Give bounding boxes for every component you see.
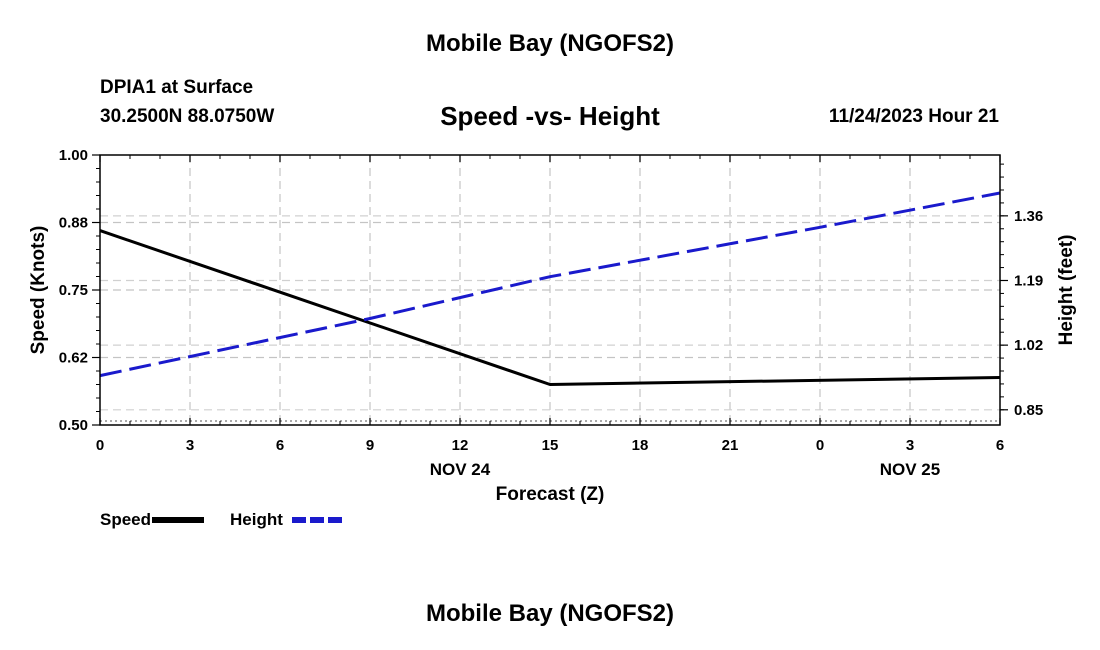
- y-axis-title-right: Height (feet): [1056, 235, 1077, 346]
- x-tick-label: 0: [816, 437, 824, 454]
- series-line-height: [99, 191, 1001, 378]
- date-label: NOV 25: [880, 460, 940, 479]
- x-tick-label: 3: [186, 437, 194, 454]
- series-line-speed: [99, 229, 1001, 386]
- chart-title: Speed -vs- Height: [440, 101, 660, 131]
- date-label: NOV 24: [430, 460, 491, 479]
- x-tick-label: 12: [452, 437, 469, 454]
- y-left-tick-label: 0.88: [59, 215, 88, 232]
- y-left-tick-label: 1.00: [59, 147, 88, 164]
- x-tick-label: 21: [722, 437, 739, 454]
- page-title: Mobile Bay (NGOFS2): [425, 30, 675, 57]
- y-left-tick-label: 0.50: [59, 417, 88, 434]
- x-axis-title: Forecast (Z): [496, 484, 605, 505]
- legend-label-speed: Speed: [100, 510, 151, 529]
- x-tick-label: 9: [366, 437, 374, 454]
- x-tick-label: 0: [96, 437, 104, 454]
- y-right-tick-label: 0.85: [1014, 402, 1043, 419]
- x-tick-label: 6: [996, 437, 1004, 454]
- x-tick-label: 15: [542, 437, 559, 454]
- legend-label-height: Height: [230, 510, 283, 529]
- chart-legend: Speed Height: [100, 510, 344, 529]
- y-right-tick-label: 1.02: [1014, 337, 1043, 354]
- x-tick-label: 6: [276, 437, 284, 454]
- y-left-tick-label: 0.75: [59, 282, 88, 299]
- chart-series: [99, 191, 1001, 386]
- y-right-tick-label: 1.19: [1014, 272, 1043, 289]
- y-right-tick-label: 1.36: [1014, 208, 1043, 225]
- forecast-datetime: 11/24/2023 Hour 21: [828, 106, 999, 127]
- y-left-tick-label: 0.62: [59, 350, 88, 367]
- x-tick-label: 18: [632, 437, 649, 454]
- station-label: DPIA1 at Surface: [100, 77, 254, 98]
- footer-title: Mobile Bay (NGOFS2): [425, 600, 675, 627]
- speed-height-chart: 0 3 6 9 12 15 18 21 0 3 6 NOV 24 NOV 25 1.00 0.88 0.75 0…: [28, 147, 1077, 529]
- station-coordinates: 30.2500N 88.0750W: [100, 106, 275, 127]
- x-tick-label: 3: [906, 437, 914, 454]
- y-axis-title-left: Speed (Knots): [28, 226, 49, 355]
- chart-axes: 0 3 6 9 12 15 18 21 0 3 6 NOV 24 NOV 25 1.00 0.88 0.75 0…: [59, 147, 1043, 479]
